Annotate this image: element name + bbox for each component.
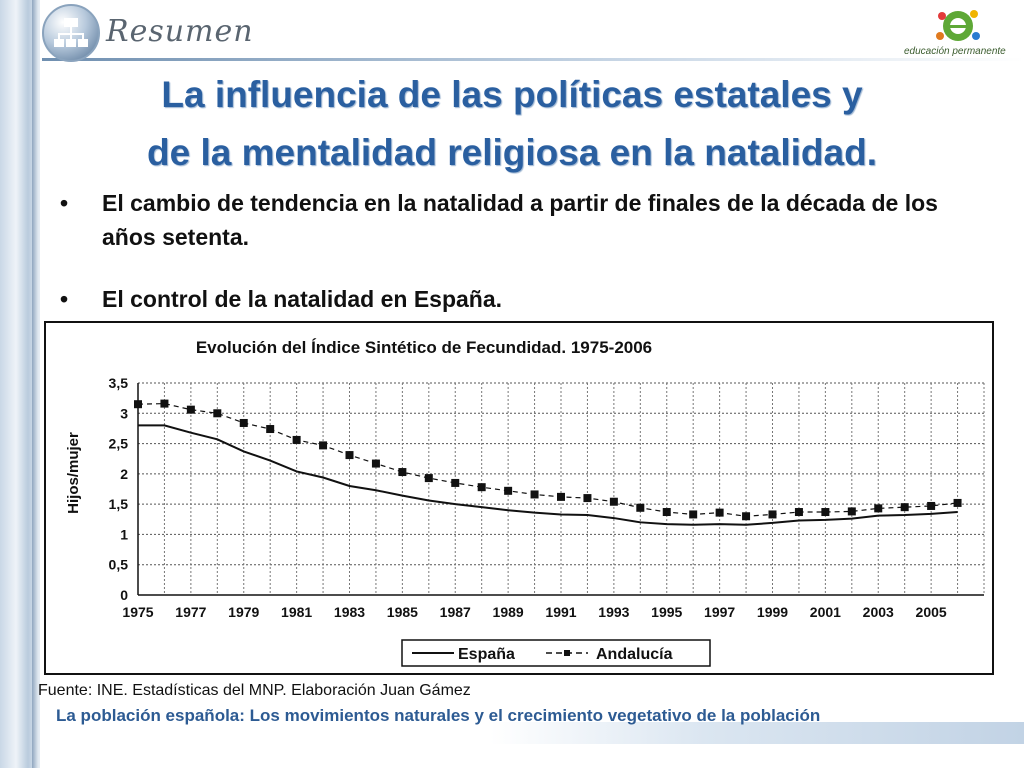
- data-point-andalucia: [847, 507, 856, 516]
- section-label: Resumen: [106, 14, 254, 49]
- x-tick-label: 1977: [175, 604, 206, 620]
- x-tick-label: 1995: [651, 604, 682, 620]
- x-tick-label: 1975: [122, 604, 153, 620]
- data-point-andalucia: [398, 468, 407, 477]
- logo-text: educación permanente: [904, 46, 1006, 57]
- fertility-chart: Evolución del Índice Sintético de Fecund…: [65, 338, 985, 667]
- data-point-andalucia: [186, 405, 195, 414]
- x-tick-label: 1993: [598, 604, 629, 620]
- data-point-andalucia: [504, 486, 513, 495]
- x-tick-label: 2001: [810, 604, 841, 620]
- chart-frame: Evolución del Índice Sintético de Fecund…: [44, 321, 994, 675]
- data-point-andalucia: [160, 399, 169, 408]
- y-axis-label: Hijos/mujer: [65, 432, 82, 514]
- data-point-andalucia: [319, 441, 328, 450]
- data-point-andalucia: [213, 409, 222, 418]
- bullet-item: • El control de la natalidad en España.: [60, 282, 960, 316]
- legend-label-andalucia: Andalucía: [596, 646, 673, 663]
- data-point-andalucia: [530, 490, 539, 499]
- legend-marker-andalucia: [564, 650, 570, 656]
- x-tick-label: 1981: [281, 604, 312, 620]
- bullet-dot: •: [60, 190, 69, 216]
- bullet-list: • El cambio de tendencia en la natalidad…: [60, 186, 960, 316]
- data-point-andalucia: [134, 400, 142, 409]
- x-tick-label: 1983: [334, 604, 365, 620]
- data-point-andalucia: [768, 510, 777, 519]
- bullet-text: El cambio de tendencia en la natalidad a…: [102, 190, 938, 250]
- series-line-andalucia: [137, 402, 958, 517]
- data-point-andalucia: [636, 503, 645, 512]
- x-tick-label: 1985: [387, 604, 418, 620]
- footer-band: [490, 722, 1024, 744]
- x-tick-labels: 1975 1977 1979 1981 1983 1985 1987 1989 1991 1993…: [122, 604, 946, 620]
- data-point-andalucia: [662, 508, 671, 517]
- data-point-andalucia: [371, 459, 380, 468]
- y-tick-label: 1: [120, 526, 128, 542]
- source-note: Fuente: INE. Estadísticas del MNP. Elabo…: [38, 682, 471, 699]
- chart-grid: [137, 382, 985, 596]
- title-line-2: de la mentalidad religiosa en la natalid…: [147, 132, 877, 173]
- hierarchy-icon: [42, 4, 100, 62]
- data-point-andalucia: [821, 508, 830, 517]
- y-tick-label: 2,5: [109, 436, 129, 452]
- chart-legend: España Andalucía: [401, 639, 711, 667]
- y-tick-label: 3: [120, 405, 128, 421]
- data-point-andalucia: [477, 483, 486, 492]
- data-point-andalucia: [557, 492, 565, 501]
- x-tick-label: 1989: [493, 604, 524, 620]
- header-rule: [42, 58, 1024, 61]
- x-tick-label: 1997: [704, 604, 735, 620]
- y-tick-label: 0,5: [109, 557, 129, 573]
- data-point-andalucia: [345, 451, 354, 460]
- chart-series: [134, 399, 962, 526]
- data-point-andalucia: [239, 418, 248, 427]
- data-point-andalucia: [927, 501, 936, 510]
- bullet-item: • El cambio de tendencia en la natalidad…: [60, 186, 960, 254]
- y-tick-label: 0: [120, 587, 128, 603]
- data-point-andalucia: [424, 474, 433, 483]
- bullet-dot: •: [60, 286, 69, 312]
- x-tick-label: 1991: [545, 604, 576, 620]
- data-point-andalucia: [266, 425, 275, 434]
- data-point-andalucia: [609, 497, 618, 506]
- x-tick-label: 2003: [863, 604, 894, 620]
- left-decorative-border: [0, 0, 40, 768]
- data-point-andalucia: [874, 504, 883, 513]
- x-tick-label: 2005: [916, 604, 947, 620]
- x-tick-label: 1999: [757, 604, 788, 620]
- y-tick-labels: 0 0,5 1 1,5 2 2,5 3 3,5: [109, 375, 129, 603]
- chart-axes: [137, 383, 984, 596]
- y-tick-label: 1,5: [109, 496, 129, 512]
- series-line-espana: [138, 424, 958, 526]
- slide-title: La influencia de las políticas estatales…: [50, 66, 974, 182]
- data-point-andalucia: [794, 508, 803, 517]
- footer-text: La población española: Los movimientos n…: [56, 706, 821, 725]
- data-point-andalucia: [900, 503, 909, 512]
- data-point-andalucia: [715, 508, 724, 517]
- data-point-andalucia: [292, 435, 301, 444]
- data-point-andalucia: [689, 510, 698, 519]
- educacion-permanente-logo: [936, 10, 980, 41]
- data-point-andalucia: [583, 494, 592, 503]
- x-tick-label: 1987: [440, 604, 471, 620]
- y-tick-label: 3,5: [109, 375, 129, 391]
- legend-label-espana: España: [458, 646, 515, 663]
- title-line-1: La influencia de las políticas estatales…: [161, 74, 863, 115]
- x-tick-label: 1979: [228, 604, 259, 620]
- chart-title: Evolución del Índice Sintético de Fecund…: [196, 338, 652, 357]
- y-tick-label: 2: [120, 466, 128, 482]
- bullet-text: El control de la natalidad en España.: [102, 286, 503, 312]
- data-point-andalucia: [451, 478, 460, 487]
- data-point-andalucia: [742, 512, 751, 521]
- data-point-andalucia: [953, 498, 962, 507]
